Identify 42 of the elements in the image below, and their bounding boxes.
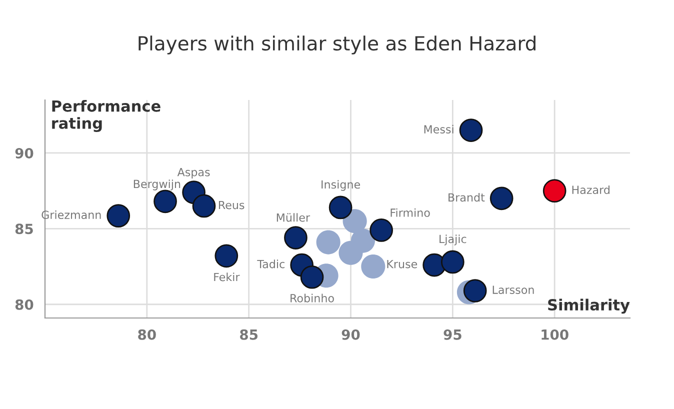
point — [338, 240, 363, 265]
x-tick-label: 90 — [342, 329, 360, 340]
annotation: Messi — [424, 124, 454, 134]
point — [361, 254, 386, 279]
point — [300, 265, 324, 289]
point — [284, 226, 308, 250]
annotation: Reus — [218, 200, 244, 210]
annotation: Brandt — [448, 193, 485, 202]
y-tick-label: 85 — [15, 224, 33, 234]
annotation: Firmino — [390, 208, 430, 217]
annotation: Müller — [276, 213, 310, 222]
annotation: Tadic — [257, 260, 284, 268]
point — [490, 186, 514, 210]
annotation: Insigne — [322, 180, 360, 191]
point — [328, 196, 352, 220]
x-tick-label: 100 — [542, 329, 568, 340]
x-tick-label: 95 — [444, 329, 462, 340]
point — [316, 230, 340, 254]
point — [192, 194, 216, 218]
annotation: Bergwijn — [134, 180, 180, 190]
annotation: Aspas — [177, 168, 210, 178]
annotation: Fekir — [214, 272, 240, 282]
y-tick-label: 80 — [15, 299, 34, 310]
annotation: Hazard — [572, 185, 610, 194]
annotation: Larsson — [492, 286, 534, 294]
point — [154, 190, 177, 214]
x-axis-title: Similarity — [548, 298, 630, 314]
point — [463, 279, 487, 302]
x-tick-label: 85 — [240, 329, 258, 340]
x-tick-label: 80 — [138, 329, 156, 340]
y-tick-label: 90 — [15, 148, 34, 158]
annotation: Ljajic — [440, 234, 466, 246]
point — [106, 204, 130, 228]
annotation: Robinho — [290, 294, 334, 302]
chart-title: Players with similar style as Eden Hazard — [138, 36, 536, 54]
point — [542, 179, 566, 203]
y-axis-title: Performance rating — [52, 100, 160, 132]
annotation: Kruse — [387, 260, 418, 268]
point — [214, 244, 238, 268]
point — [440, 250, 464, 274]
point — [370, 218, 393, 242]
point — [459, 118, 483, 142]
